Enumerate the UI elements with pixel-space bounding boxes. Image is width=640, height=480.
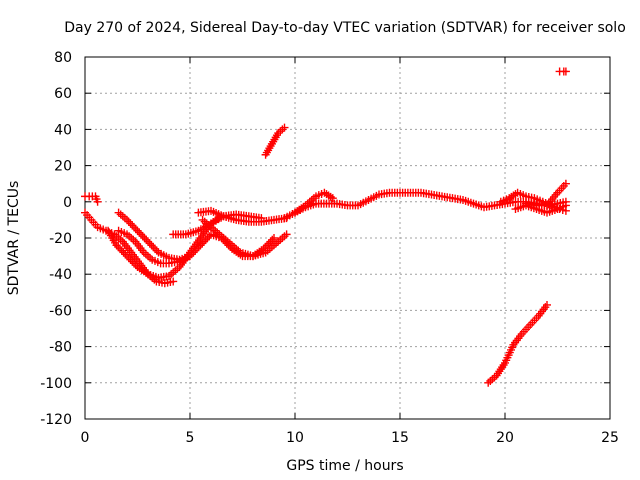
data-point xyxy=(133,226,142,235)
data-point xyxy=(270,234,278,242)
data-point xyxy=(130,259,138,268)
data-point xyxy=(328,194,337,203)
data-point xyxy=(130,223,138,232)
data-point xyxy=(282,230,291,239)
data-point xyxy=(169,277,178,286)
series-arc-b xyxy=(81,192,102,206)
x-axis-title: GPS time / hours xyxy=(286,458,403,474)
x-tick-label: 15 xyxy=(391,430,409,446)
data-point xyxy=(201,235,210,244)
data-points xyxy=(81,67,570,387)
data-point xyxy=(186,252,194,261)
series-arc-g xyxy=(194,206,291,226)
data-point xyxy=(123,215,131,224)
data-point xyxy=(187,250,196,259)
series-arc-o xyxy=(522,179,570,210)
y-axis-title: SDTVAR / TECUs xyxy=(6,181,22,296)
data-point xyxy=(117,246,126,255)
data-point xyxy=(126,219,135,228)
data-point xyxy=(280,123,289,132)
data-point xyxy=(194,243,203,252)
axis-ticks: 0 5 10 15 20 25 -120 -100 -80 -60 -40 -20 0 20 40 60 80 xyxy=(40,50,619,446)
data-point xyxy=(112,241,121,250)
data-point xyxy=(123,252,131,261)
data-point xyxy=(152,246,161,255)
data-point xyxy=(181,255,190,264)
data-point xyxy=(142,235,151,244)
data-point xyxy=(144,237,152,246)
data-point xyxy=(266,237,275,246)
data-point xyxy=(561,67,570,76)
x-tick-label: 10 xyxy=(286,430,304,446)
x-tick-label: 25 xyxy=(601,430,619,446)
series-arc-h xyxy=(198,215,291,261)
data-point xyxy=(138,232,147,241)
chart-title: Day 270 of 2024, Sidereal Day-to-day VTE… xyxy=(64,20,626,36)
series-arc-l xyxy=(484,300,551,387)
x-tick-label: 0 xyxy=(81,430,90,446)
data-point xyxy=(147,241,156,250)
y-tick-label: 80 xyxy=(54,50,72,66)
y-tick-label: -60 xyxy=(49,303,72,319)
x-tick-label: 5 xyxy=(186,430,195,446)
data-point xyxy=(114,208,123,217)
data-point xyxy=(124,217,133,226)
data-point xyxy=(135,228,144,237)
data-point xyxy=(126,255,135,264)
data-point xyxy=(151,244,159,253)
data-point xyxy=(119,248,128,257)
series-arc-k xyxy=(291,188,337,217)
data-point xyxy=(131,224,140,233)
data-point xyxy=(128,257,137,266)
y-tick-label: 20 xyxy=(54,159,72,175)
data-point xyxy=(543,300,551,309)
data-point xyxy=(93,197,102,206)
data-point xyxy=(128,221,137,230)
series-arc-p xyxy=(555,67,570,76)
data-point xyxy=(200,237,208,246)
y-tick-label: 40 xyxy=(54,122,72,138)
data-point xyxy=(121,250,130,259)
grid xyxy=(85,57,610,419)
data-point xyxy=(561,201,570,210)
data-point xyxy=(116,244,124,253)
data-point xyxy=(124,253,133,262)
data-point xyxy=(205,232,214,241)
data-point xyxy=(145,239,154,248)
data-point xyxy=(561,179,570,188)
series-arc-i xyxy=(261,123,289,159)
data-point xyxy=(193,244,201,253)
data-point xyxy=(268,235,277,244)
data-point xyxy=(114,243,123,252)
data-point xyxy=(189,248,198,257)
y-tick-label: -100 xyxy=(40,376,72,392)
y-tick-label: -40 xyxy=(49,267,72,283)
data-point xyxy=(191,246,200,255)
y-tick-label: 0 xyxy=(63,195,72,211)
data-point xyxy=(137,230,145,239)
data-point xyxy=(198,239,207,248)
data-point xyxy=(140,234,149,242)
data-point xyxy=(149,243,158,252)
y-tick-label: -20 xyxy=(49,231,72,247)
series-arc-e xyxy=(114,226,190,268)
y-tick-label: -80 xyxy=(49,340,72,356)
x-tick-label: 20 xyxy=(496,430,514,446)
data-point xyxy=(196,241,205,250)
data-point xyxy=(203,234,212,242)
y-tick-label: 60 xyxy=(54,86,72,102)
y-tick-label: -120 xyxy=(40,412,72,428)
